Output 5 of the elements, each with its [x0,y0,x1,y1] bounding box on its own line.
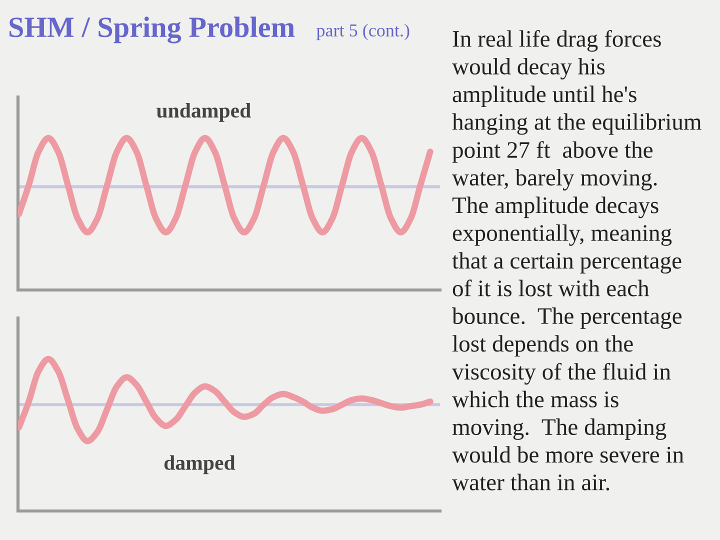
chart-title: SHM / Spring Problem [10,16,295,44]
annotation: damped [164,455,236,474]
text: undamped [156,102,251,122]
text: In real life drag forces would decay his amplitude until he's hanging at the equilibrium point 27 ft above the water, barely moving. The amplitude decays exponentially, meaning that a certain percentage of it is lost with each bounce. The percentage lost depends on the viscosity of the fluid in which the mass is moving. The damping would be more severe in water than in air. [452,30,702,490]
chart-subtitle: part 5 (cont.) [316,24,410,40]
